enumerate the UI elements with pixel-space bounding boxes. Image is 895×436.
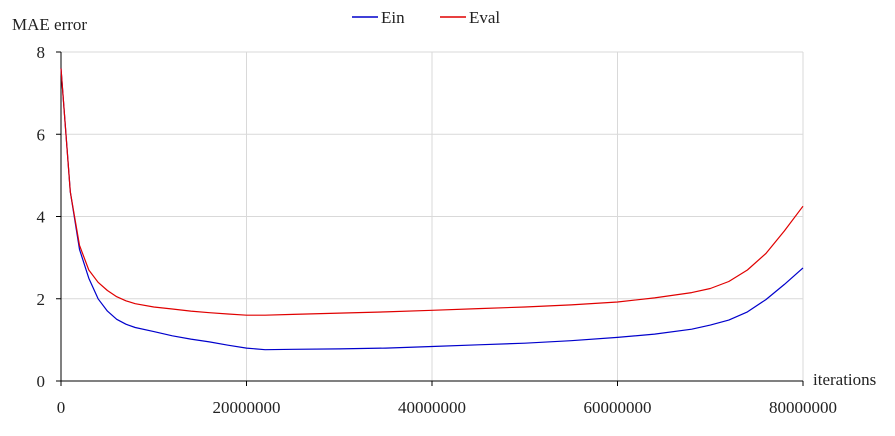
y-tick-label: 8: [37, 43, 46, 62]
y-tick-label: 6: [37, 125, 46, 144]
tick-labels: 0 2 4 6 8 0 20000000 40000000 60000000 80000000: [37, 43, 838, 417]
series-line-eval: [60, 68, 804, 316]
x-tick-label: 60000000: [584, 398, 652, 417]
x-tick-label: 0: [57, 398, 66, 417]
y-tick-label: 0: [37, 372, 46, 391]
y-tick-label: 4: [37, 208, 46, 227]
grid-lines: [61, 51, 804, 381]
x-tick-label: 80000000: [769, 398, 837, 417]
x-tick-label: 20000000: [213, 398, 281, 417]
x-tick-label: 40000000: [398, 398, 466, 417]
y-tick-label: 2: [37, 290, 46, 309]
legend-label-eval: Eval: [469, 8, 500, 27]
series-line-ein: [60, 68, 804, 351]
legend-label-ein: Ein: [381, 8, 405, 27]
axes: [56, 51, 804, 386]
legend: Ein Eval: [352, 8, 500, 27]
y-axis-title: MAE error: [12, 15, 87, 34]
series-lines: [60, 68, 804, 351]
x-axis-title: iterations: [813, 370, 876, 389]
